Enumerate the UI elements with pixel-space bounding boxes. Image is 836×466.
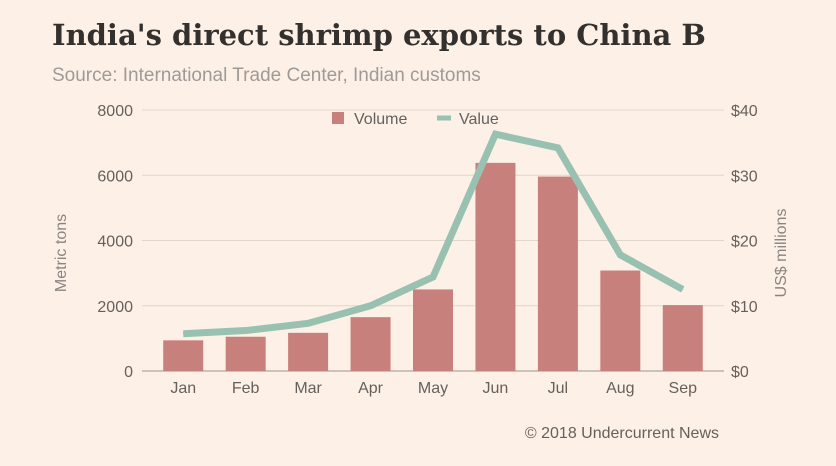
x-tick-label: Aug — [606, 380, 634, 397]
bar-mar — [288, 332, 329, 371]
right-tick-label: $40 — [731, 103, 758, 120]
left-axis-ticks: 0 2000 4000 6000 8000 — [97, 103, 133, 381]
value-point-apr — [370, 305, 372, 307]
x-tick-label: Jan — [170, 380, 196, 397]
x-tick-label: Jul — [548, 380, 568, 397]
x-tick-label: Apr — [358, 380, 384, 397]
left-tick-label: 4000 — [97, 234, 133, 251]
legend-volume-label: Volume — [354, 111, 407, 128]
x-tick-label: Sep — [669, 380, 698, 397]
x-tick-label: Jun — [483, 380, 509, 397]
value-point-jul — [557, 147, 559, 149]
left-tick-label: 0 — [124, 364, 133, 381]
x-tick-label: Feb — [232, 380, 260, 397]
bar-jul — [537, 176, 578, 371]
volume-bars — [163, 162, 703, 371]
value-point-jun — [494, 133, 496, 135]
right-tick-label: $0 — [731, 364, 749, 381]
value-point-may — [432, 276, 434, 278]
right-tick-label: $20 — [731, 234, 758, 251]
bar-may — [413, 289, 453, 371]
legend: Volume Value — [332, 111, 499, 128]
left-tick-label: 6000 — [97, 168, 133, 185]
bar-aug — [600, 270, 641, 371]
right-tick-label: $10 — [731, 299, 758, 316]
right-axis-ticks: $0 $10 $20 $30 $40 — [731, 103, 758, 381]
value-point-jan — [182, 333, 184, 335]
x-tick-label: May — [418, 380, 448, 397]
chart-subtitle: Source: International Trade Center, Indi… — [52, 65, 481, 86]
value-line-layer — [182, 130, 685, 338]
left-tick-label: 8000 — [97, 103, 133, 120]
x-axis-ticks: Jan Feb Mar Apr May Jun Jul Aug Sep — [170, 380, 697, 397]
right-tick-label: $30 — [731, 168, 758, 185]
legend-volume-swatch — [332, 112, 344, 124]
right-axis-label: US$ millions — [773, 209, 790, 298]
bar-jun — [475, 162, 516, 371]
legend-value-label: Value — [459, 111, 499, 128]
value-point-sep — [682, 288, 684, 290]
bar-apr — [350, 317, 391, 371]
bar-jan — [163, 340, 204, 371]
left-tick-label: 2000 — [97, 299, 133, 316]
value-point-aug — [619, 254, 621, 256]
bar-sep — [662, 305, 703, 371]
footer-copyright: © 2018 Undercurrent News — [525, 425, 719, 442]
chart-title: India's direct shrimp exports to China B — [52, 18, 706, 52]
x-tick-label: Mar — [294, 380, 322, 397]
value-point-mar — [307, 322, 309, 324]
value-point-feb — [245, 330, 247, 332]
bar-feb — [225, 336, 266, 371]
left-axis-label: Metric tons — [53, 214, 70, 292]
